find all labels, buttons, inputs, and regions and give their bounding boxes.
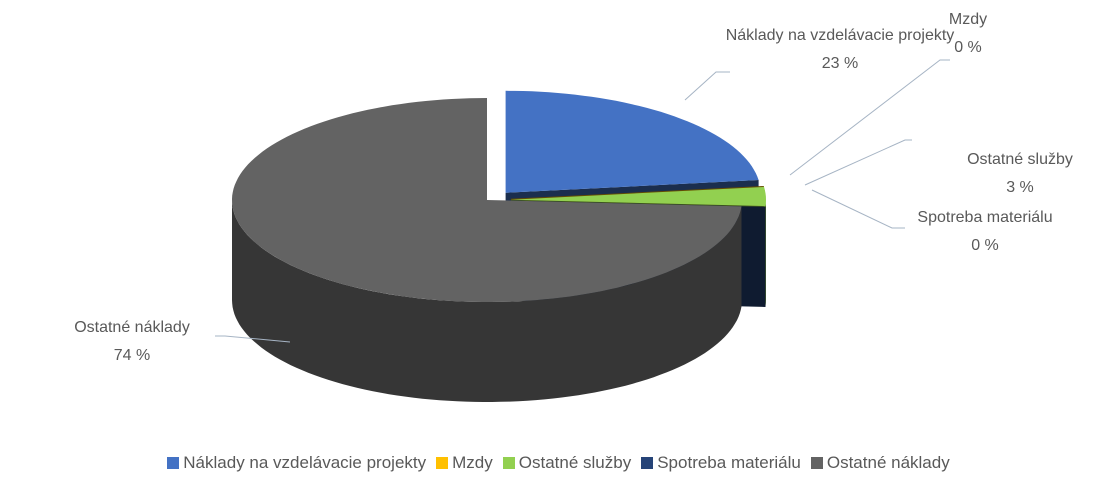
legend-label: Spotreba materiálu [657,453,801,472]
slice [232,98,742,302]
legend-label: Ostatné služby [518,453,632,472]
legend-item: Náklady na vzdelávacie projekty [167,453,426,473]
label-name: Ostatné služby [967,151,1073,168]
data-label: Spotreba materiálu 0 % [905,204,1065,260]
leader-line [789,59,950,176]
data-label: Mzdy 0 % [938,6,998,62]
legend-label: Mzdy [452,453,493,472]
slice [511,186,766,207]
slice-side [765,199,766,307]
legend-item: Ostatné náklady [810,453,950,473]
legend: Náklady na vzdelávacie projekty Mzdy Ostat… [0,453,1117,473]
label-value: 3 % [1006,179,1034,196]
data-label: Náklady na vzdelávacie projekty 23 % [725,22,955,78]
legend-item: Spotreba materiálu [641,453,801,473]
label-name: Ostatné náklady [74,319,190,336]
legend-item: Ostatné služby [502,453,632,473]
legend-swatch [436,457,449,469]
slice [505,90,759,193]
legend-swatch [167,457,180,469]
legend-item: Mzdy [436,453,493,473]
label-name: Mzdy [948,11,988,28]
legend-swatch [810,457,823,469]
leader-line [804,139,912,186]
data-label: Ostatné služby 3 % [920,146,1117,202]
label-value: 0 % [954,39,982,56]
label-value: 0 % [971,237,999,254]
label-name: Náklady na vzdelávacie projekty [725,27,955,44]
leader-line [215,335,291,343]
label-value: 74 % [113,347,151,364]
data-label: Ostatné náklady 74 % [42,314,222,370]
leader-line [811,189,905,229]
label-name: Spotreba materiálu [917,209,1053,226]
legend-label: Ostatné náklady [826,453,950,472]
legend-swatch [502,457,515,469]
slice-side [232,200,742,402]
legend-label: Náklady na vzdelávacie projekty [183,453,427,472]
leader-line [684,71,730,101]
label-value: 23 % [821,55,859,72]
legend-swatch [641,457,654,469]
